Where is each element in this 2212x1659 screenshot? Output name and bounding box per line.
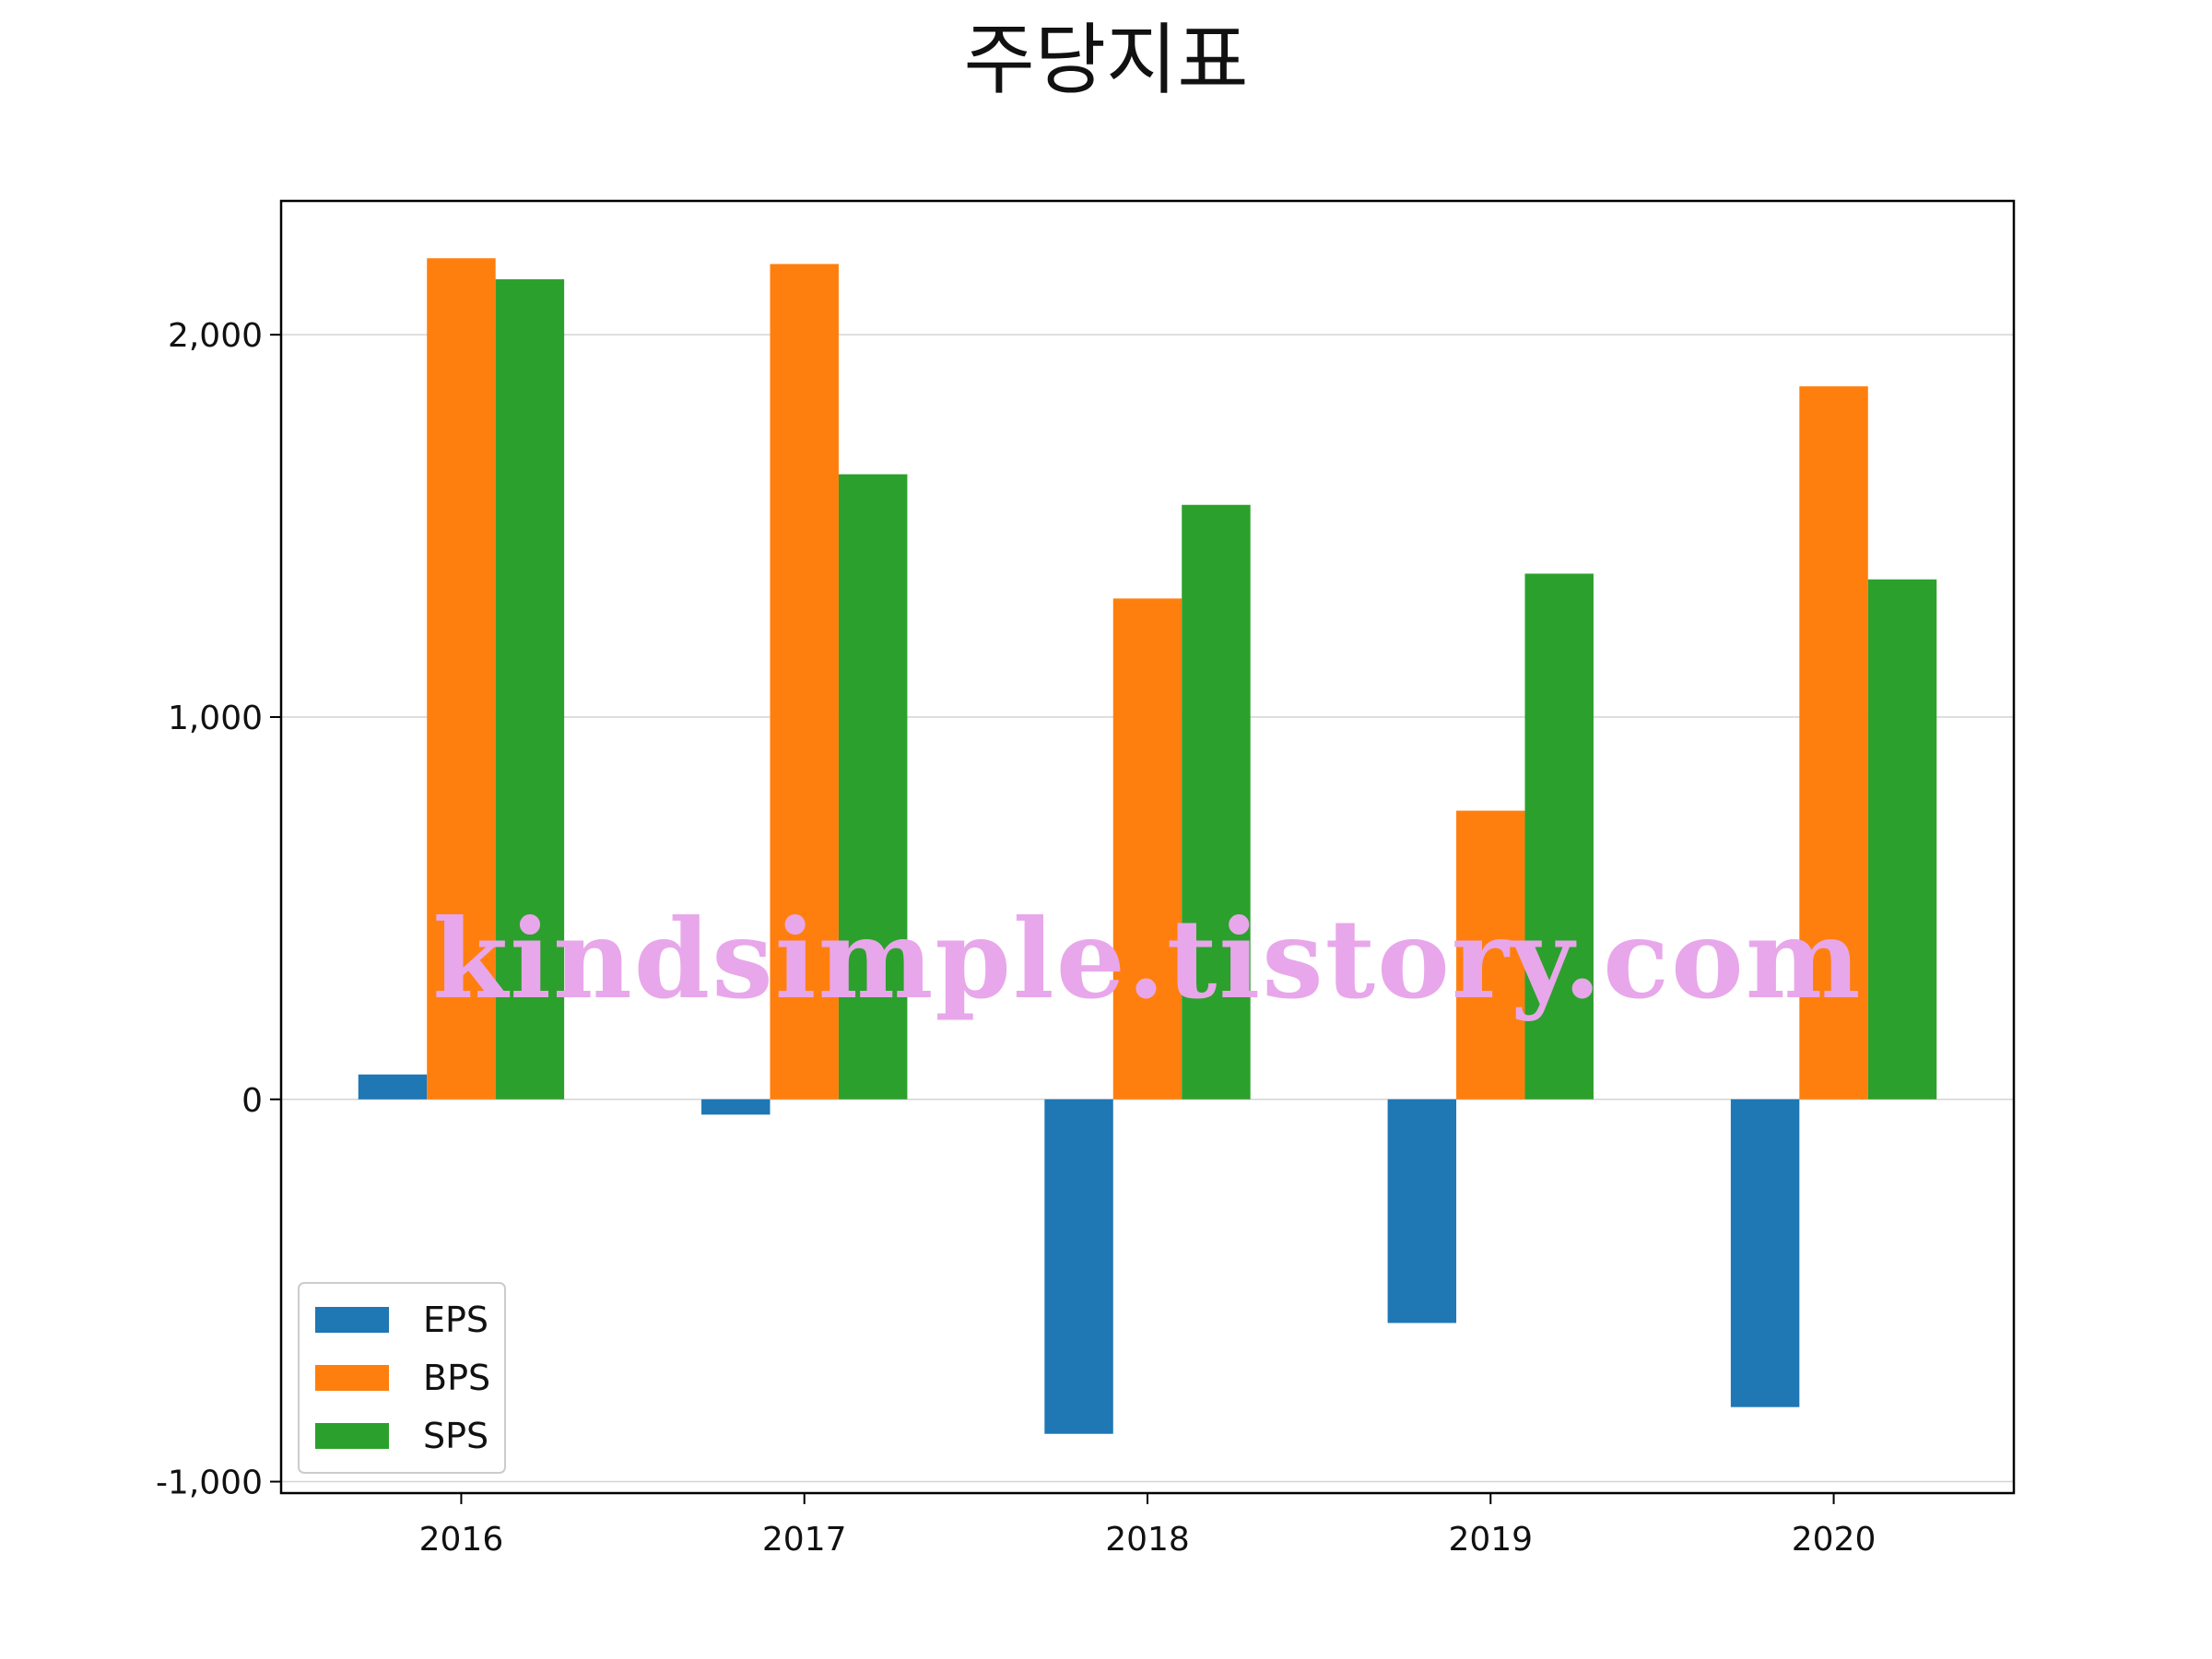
bar-bps-2018 <box>1112 598 1182 1100</box>
plot-area: -1,000 0 1,000 2,000 2016 2017 2018 2019 2020 <box>156 199 2016 1559</box>
legend-swatch-eps <box>315 1307 389 1333</box>
bar-sps-2020 <box>1867 579 1937 1100</box>
watermark: kindsimple.tistory.com <box>432 895 1862 1023</box>
watermark-text: kindsimple.tistory.com <box>432 895 1862 1023</box>
x-tick-label-2020: 2020 <box>1792 1521 1877 1559</box>
bar-sps-2017 <box>838 474 908 1100</box>
y-tick-label-1: 0 <box>241 1082 263 1120</box>
legend-label-eps: EPS <box>423 1300 488 1340</box>
legend-label-bps: BPS <box>423 1358 490 1398</box>
y-tick-label-2: 1,000 <box>168 700 263 737</box>
bar-sps-2016 <box>495 279 565 1100</box>
bar-bps-2020 <box>1799 386 1868 1100</box>
bar-sps-2019 <box>1524 573 1594 1100</box>
y-tick-label-0: -1,000 <box>156 1465 263 1502</box>
bar-eps-2018 <box>1044 1099 1113 1434</box>
x-tick-label-2018: 2018 <box>1105 1521 1190 1559</box>
x-tick-label-2016: 2016 <box>419 1521 504 1559</box>
legend-swatch-bps <box>315 1365 389 1391</box>
chart-title: 주당지표 <box>963 15 1248 105</box>
bar-bps-2017 <box>770 264 839 1100</box>
bar-eps-2020 <box>1730 1099 1800 1407</box>
bar-sps-2018 <box>1182 504 1251 1100</box>
bar-bps-2019 <box>1456 810 1525 1100</box>
y-tick-label-3: 2,000 <box>168 317 263 355</box>
bar-eps-2017 <box>701 1099 771 1115</box>
legend-swatch-sps <box>315 1423 389 1449</box>
bar-eps-2016 <box>358 1074 428 1100</box>
x-tick-label-2019: 2019 <box>1448 1521 1533 1559</box>
x-tick-label-2017: 2017 <box>762 1521 847 1559</box>
bar-bps-2016 <box>427 258 496 1100</box>
bar-eps-2019 <box>1387 1099 1457 1324</box>
legend-label-sps: SPS <box>423 1416 488 1456</box>
legend: EPS BPS SPS <box>298 1282 506 1474</box>
